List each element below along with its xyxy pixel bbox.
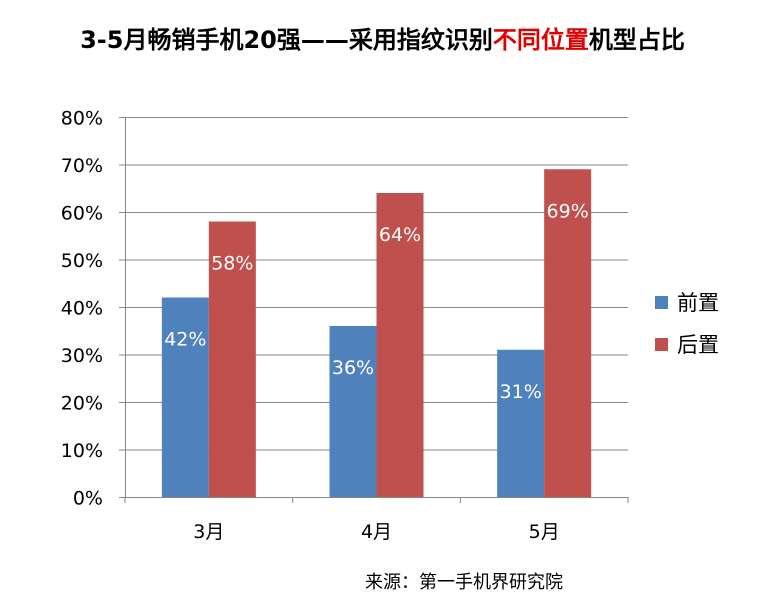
data-label: 69% (547, 200, 589, 222)
bar-rear (376, 193, 424, 497)
data-label: 58% (211, 253, 253, 275)
y-tick-label: 20% (61, 393, 103, 415)
y-tick-label: 50% (61, 250, 103, 272)
y-tick-label: 10% (61, 440, 103, 462)
x-tick-label: 4月 (361, 521, 392, 543)
title-text: 3-5月畅销手机20强——采用指纹识别 (80, 26, 493, 54)
y-tick-label: 80% (61, 108, 103, 130)
legend-swatch (655, 296, 668, 309)
legend-label: 前置 (677, 291, 719, 315)
data-label: 42% (164, 329, 206, 351)
title-highlight: 不同位置 (492, 26, 589, 54)
bar-rear (544, 169, 592, 497)
y-tick-label: 60% (61, 203, 103, 225)
bar-rear (208, 221, 256, 497)
legend-label: 后置 (677, 333, 719, 357)
chart-title: 3-5月畅销手机20强——采用指纹识别不同位置机型占比 (0, 20, 765, 55)
y-tick-label: 40% (61, 298, 103, 320)
bar-front (329, 326, 377, 497)
legend-swatch (655, 338, 668, 351)
data-label: 36% (332, 357, 374, 379)
y-tick-label: 70% (61, 155, 103, 177)
x-tick-label: 3月 (193, 521, 224, 543)
data-label: 31% (500, 381, 542, 403)
x-tick-label: 5月 (529, 521, 560, 543)
data-label: 64% (379, 224, 421, 246)
bar-front (161, 297, 209, 497)
title-text-end: 机型占比 (588, 26, 685, 54)
y-tick-label: 30% (61, 345, 103, 367)
bar-front (497, 349, 545, 497)
source-note: 来源：第一手机界研究院 (365, 572, 563, 593)
y-tick-label: 0% (73, 488, 103, 510)
